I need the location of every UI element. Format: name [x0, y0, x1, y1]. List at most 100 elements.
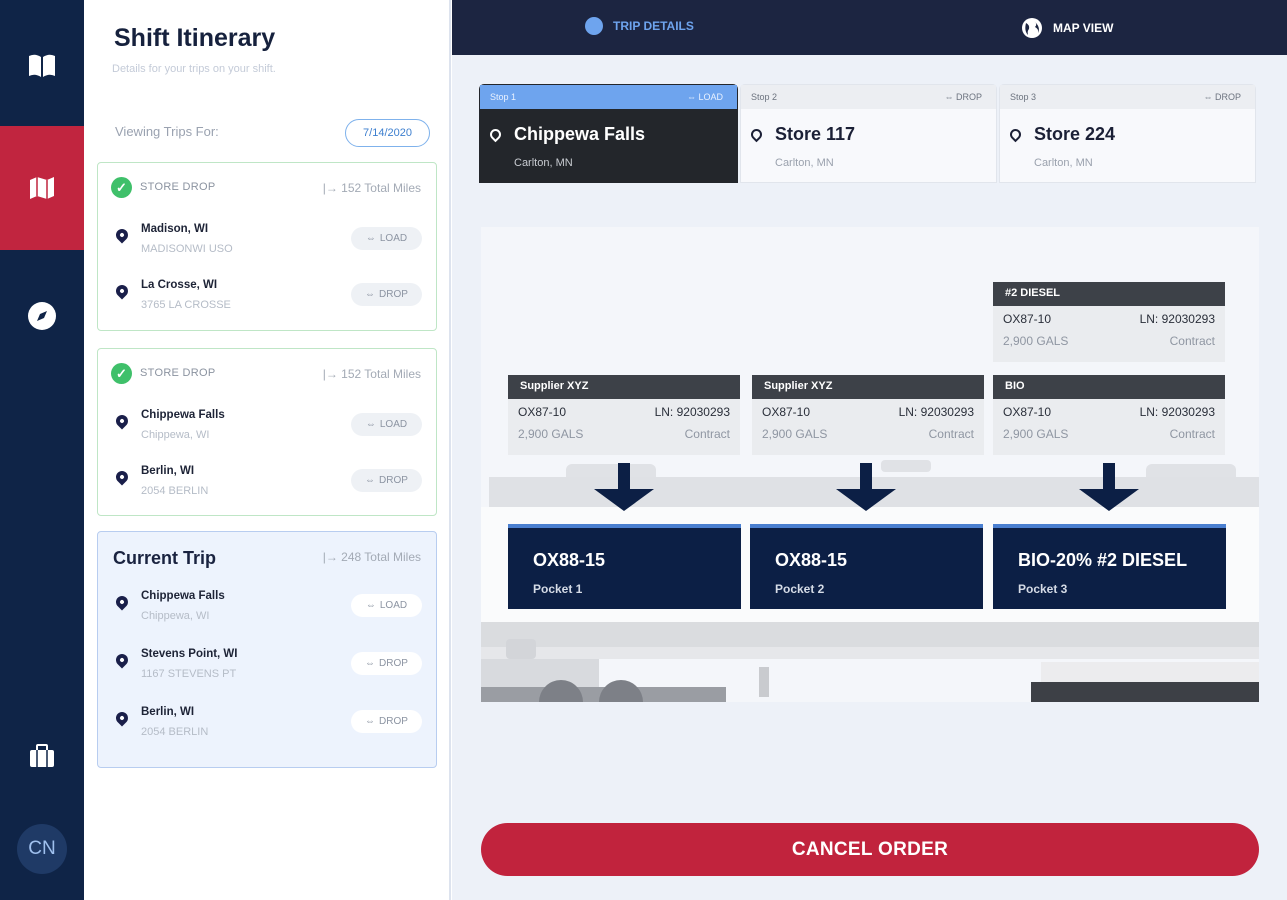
supplier-name: Supplier XYZ	[752, 375, 984, 399]
badge-label: DROP	[379, 716, 408, 727]
pocket-product: OX88-15	[533, 550, 606, 570]
supplier-row: 2,900 GALS Contract	[752, 427, 984, 441]
trip-stop[interactable]: Berlin, WI 2054 BERLIN ⇔ DROP	[98, 706, 436, 756]
stop-tab[interactable]: Stop 1 ⇔ LOAD Chippewa Falls Carlton, MN	[479, 84, 738, 183]
compass-icon	[28, 302, 56, 330]
stop-type-badge[interactable]: ⇔ DROP	[351, 652, 422, 675]
stop-type-badge[interactable]: ⇔ LOAD	[351, 413, 422, 436]
trip-card[interactable]: Current Trip |→ 248 Total Miles Chippewa F…	[97, 531, 437, 768]
date-picker[interactable]: 7/14/2020	[345, 119, 430, 147]
link-icon: ⇔	[1203, 92, 1215, 102]
ln-number: LN: 92030293	[1139, 312, 1215, 326]
link-icon: ⇔	[365, 716, 376, 727]
location-pin-icon	[748, 126, 765, 143]
location-pin-icon	[113, 593, 131, 611]
supplier-row: 2,900 GALS Contract	[993, 427, 1225, 441]
link-icon: ⇔	[365, 289, 376, 300]
stop-address: 3765 LA CROSSE	[141, 299, 231, 311]
tab-trip-details[interactable]: TRIP DETAILS	[585, 17, 694, 35]
trip-stop[interactable]: Chippewa Falls Chippewa, WI ⇔ LOAD	[98, 409, 436, 459]
stop-tab[interactable]: Stop 2 ⇔ DROP Store 117 Carlton, MN	[740, 84, 997, 183]
stop-type-badge[interactable]: ⇔ DROP	[351, 283, 422, 306]
map-icon	[30, 177, 54, 199]
stop-type-badge[interactable]: ⇔ DROP	[351, 710, 422, 733]
supplier-name: #2 DIESEL	[993, 282, 1225, 306]
trip-stop[interactable]: Stevens Point, WI 1167 STEVENS PT ⇔ DROP	[98, 648, 436, 698]
stop-name: Berlin, WI	[141, 706, 195, 718]
page-title: Shift Itinerary	[114, 24, 276, 52]
quantity: 2,900 GALS	[762, 427, 828, 441]
link-icon: ⇔	[365, 233, 376, 244]
supplier-name: BIO	[993, 375, 1225, 399]
trip-stop[interactable]: La Crosse, WI 3765 LA CROSSE ⇔ DROP	[98, 279, 436, 329]
badge-label: LOAD	[379, 419, 408, 430]
location-pin-icon	[113, 282, 131, 300]
stop-address: 2054 BERLIN	[141, 485, 209, 497]
supplier-card[interactable]: BIO OX87-10 LN: 92030293 2,900 GALS Contract	[993, 375, 1225, 455]
stop-type-badge[interactable]: ⇔ DROP	[351, 469, 422, 492]
stop-name: Chippewa Falls	[141, 590, 225, 602]
quantity: 2,900 GALS	[1003, 334, 1069, 348]
stop-type: ⇔ LOAD	[687, 92, 723, 102]
stop-type-badge[interactable]: ⇔ LOAD	[351, 227, 422, 250]
tab-map-view[interactable]: MAP VIEW	[1021, 17, 1113, 39]
cancel-order-button[interactable]: CANCEL ORDER	[481, 823, 1259, 876]
terms: Contract	[928, 427, 974, 441]
badge-label: DROP	[379, 475, 408, 486]
trip-type: STORE DROP	[140, 367, 216, 379]
badge-label: LOAD	[379, 600, 408, 611]
supplier-card[interactable]: Supplier XYZ OX87-10 LN: 92030293 2,900 GAL…	[508, 375, 740, 455]
trip-card[interactable]: ✓ STORE DROP |→ 152 Total Miles Chippewa Fa…	[97, 348, 437, 516]
nav-map[interactable]	[0, 126, 84, 250]
nav-compass[interactable]	[0, 254, 84, 378]
stop-type: ⇔ DROP	[944, 92, 982, 102]
location-pin-icon	[113, 651, 131, 669]
supplier-row: OX87-10 LN: 92030293	[993, 405, 1225, 419]
total-miles: |→ 152 Total Miles	[322, 181, 421, 195]
location-pin-icon	[487, 126, 504, 143]
stop-name: Madison, WI	[141, 223, 209, 235]
stop-tab-header: Stop 2 ⇔ DROP	[741, 85, 996, 109]
ln-number: LN: 92030293	[898, 405, 974, 419]
stop-type-badge[interactable]: ⇔ LOAD	[351, 594, 422, 617]
stop-name: Store 117	[775, 124, 856, 144]
stop-city: Carlton, MN	[775, 157, 834, 169]
link-icon: ⇔	[365, 475, 376, 486]
total-miles: |→ 248 Total Miles	[322, 550, 421, 564]
stop-name: Store 224	[1034, 124, 1116, 144]
supplier-card[interactable]: #2 DIESEL OX87-10 LN: 92030293 2,900 GALS Co…	[993, 282, 1225, 362]
trip-card[interactable]: ✓ STORE DROP |→ 152 Total Miles Madison, WI…	[97, 162, 437, 331]
supplier-row: OX87-10 LN: 92030293	[993, 312, 1225, 326]
supplier-row: OX87-10 LN: 92030293	[752, 405, 984, 419]
stop-name: Chippewa Falls	[514, 124, 646, 144]
pocket-label: Pocket 1	[533, 582, 583, 596]
check-circle-icon: ✓	[111, 177, 132, 198]
terms: Contract	[684, 427, 730, 441]
link-icon: ⇔	[365, 419, 376, 430]
pocket-card[interactable]: OX88-15 Pocket 2	[750, 524, 983, 609]
link-icon: ⇔	[944, 92, 956, 102]
pocket-product: OX88-15	[775, 550, 848, 570]
arrow-down-icon	[836, 463, 896, 511]
book-icon	[29, 54, 55, 77]
itinerary-panel: Shift Itinerary Details for your trips o…	[84, 0, 451, 900]
arrow-down-icon	[1079, 463, 1139, 511]
stop-address: 1167 STEVENS PT	[141, 668, 237, 680]
trip-stop[interactable]: Madison, WI MADISONWI USO ⇔ LOAD	[98, 223, 436, 273]
stop-tab[interactable]: Stop 3 ⇔ DROP Store 224 Carlton, MN	[999, 84, 1256, 183]
stop-type: ⇔ DROP	[1203, 92, 1241, 102]
pocket-card[interactable]: BIO-20% #2 DIESEL Pocket 3	[993, 524, 1226, 609]
nav-briefcase[interactable]	[0, 694, 84, 818]
terms: Contract	[1169, 427, 1215, 441]
avatar[interactable]: CN	[17, 824, 67, 874]
supplier-card[interactable]: Supplier XYZ OX87-10 LN: 92030293 2,900 GAL…	[752, 375, 984, 455]
link-icon: ⇔	[365, 600, 376, 611]
current-trip-title: Current Trip	[113, 548, 217, 568]
location-pin-icon	[113, 226, 131, 244]
nav-itinerary[interactable]	[0, 4, 84, 128]
trip-stop[interactable]: Chippewa Falls Chippewa, WI ⇔ LOAD	[98, 590, 436, 640]
trip-stop[interactable]: Berlin, WI 2054 BERLIN ⇔ DROP	[98, 465, 436, 515]
stop-address: 2054 BERLIN	[141, 726, 209, 738]
pocket-card[interactable]: OX88-15 Pocket 1	[508, 524, 741, 609]
stop-type-label: DROP	[955, 92, 982, 102]
